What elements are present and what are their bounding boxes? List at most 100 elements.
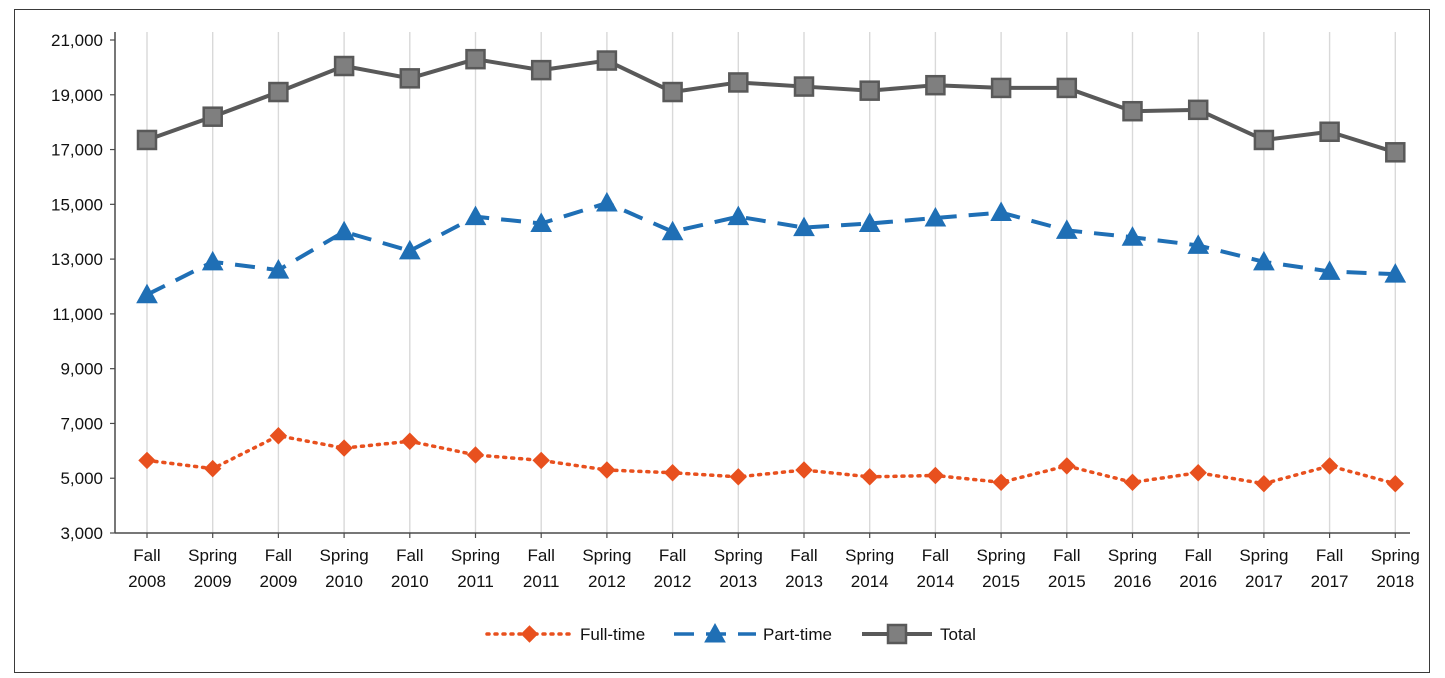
data-point-part-time [530,212,553,233]
data-point-part-time [924,206,947,227]
data-point-total [399,68,421,89]
data-point-total [333,55,355,77]
data-point-part-time [136,283,158,304]
x-tick-label: Fall 2009 [259,546,297,591]
data-point-part-time [267,259,290,279]
x-tick-label: Fall 2011 [523,546,560,591]
data-point-total [202,106,223,127]
data-point-full-time [1320,457,1339,475]
y-tick-label: 21,000 [51,31,103,50]
y-tick-label: 11,000 [52,305,103,324]
data-point-part-time [1187,234,1210,254]
x-tick-label: Fall 2012 [654,546,692,591]
data-point-total [1253,129,1275,151]
legend-label-full-time: Full-time [580,625,645,644]
legend-marker-total [886,623,908,645]
series-total [136,48,1406,163]
data-point-part-time [858,212,881,233]
legend-item-full-time: Full-time [485,625,645,644]
x-tick-label: Fall 2008 [128,546,166,591]
data-point-part-time [793,216,815,237]
legend-label-part-time: Part-time [763,625,832,644]
data-point-part-time [661,220,684,241]
legend-marker-part-time [704,622,726,643]
x-tick-label: Spring 2009 [188,546,237,591]
data-point-full-time [926,466,945,485]
x-tick-label: Fall 2017 [1311,546,1349,591]
data-point-part-time [1055,219,1078,239]
x-tick-label: Spring 2017 [1239,546,1288,591]
series-part-time [136,191,1407,304]
data-point-full-time [1189,464,1207,482]
data-point-total [596,50,618,71]
data-point-full-time [138,451,156,470]
legend: Full-time Part-time Total [485,622,976,645]
y-tick-label: 9,000 [60,360,103,379]
data-point-full-time [335,439,353,457]
data-point-part-time [398,239,421,260]
data-point-full-time [992,473,1010,492]
x-tick-label: Spring 2015 [977,546,1026,591]
data-point-full-time [1386,474,1405,493]
legend-item-part-time: Part-time [674,622,832,644]
series-line-part-time [146,200,1396,297]
data-point-full-time [466,446,485,464]
data-point-total [859,80,880,101]
data-point-full-time [860,468,879,486]
x-tick-label: Spring 2014 [845,546,894,591]
legend-item-total: Total [862,623,976,645]
data-point-part-time [1253,250,1275,271]
x-tick-label: Spring 2013 [714,546,763,591]
x-tick-label: Spring 2010 [320,546,369,591]
data-point-full-time [1255,474,1273,493]
data-point-total [530,59,552,81]
data-point-total [1319,121,1340,143]
data-point-full-time [663,464,682,482]
y-tick-label: 13,000 [51,250,103,269]
data-point-full-time [401,432,419,450]
series-line-full-time [145,434,1398,486]
data-point-total [465,48,486,70]
series-full-time [138,427,1405,493]
data-point-part-time [1318,260,1341,280]
data-point-full-time [1058,457,1076,475]
data-point-total [662,81,683,103]
y-tick-label: 5,000 [60,469,103,488]
data-point-total [793,76,815,97]
series-layer [136,48,1407,493]
data-point-part-time [727,205,750,226]
x-tick-label: Spring 2012 [582,546,631,591]
data-point-total [1187,99,1209,121]
data-point-total [136,129,158,151]
legend-label-total: Total [940,625,976,644]
data-point-part-time [464,205,487,226]
data-point-total [1056,77,1078,99]
data-point-full-time [203,459,222,478]
data-point-part-time [333,220,355,241]
data-point-part-time [1384,263,1407,283]
series-line-total [146,57,1396,155]
axes: 3,000 5,000 7,000 9,000 11,000 13,000 15,000 17… [51,31,1420,591]
legend-marker-full-time [520,625,539,643]
data-point-total [1385,142,1406,163]
data-point-full-time [598,461,616,479]
x-tick-label: Fall 2010 [391,546,429,591]
x-tick-label: Spring 2011 [451,546,500,591]
data-point-part-time [990,201,1012,222]
data-point-part-time [1121,226,1144,246]
data-point-total [268,81,289,103]
data-point-full-time [269,427,288,445]
x-tick-label: Spring 2018 [1371,546,1420,591]
data-point-total [1122,100,1143,122]
x-tick-label: Fall 2013 [785,546,823,591]
x-tick-label: Fall 2016 [1179,546,1217,591]
y-tick-label: 3,000 [60,524,103,543]
data-point-full-time [795,461,813,479]
data-point-full-time [532,451,550,470]
x-tick-label: Fall 2015 [1048,546,1086,591]
data-point-total [990,77,1012,99]
data-point-full-time [729,468,748,486]
data-point-part-time [201,250,224,271]
y-tick-label: 15,000 [51,195,103,214]
